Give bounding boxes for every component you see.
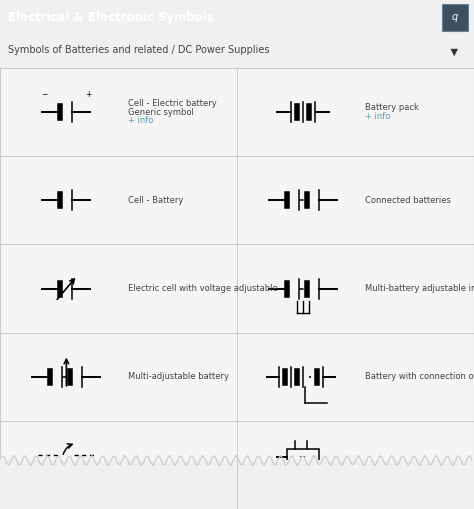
Bar [237,244,474,332]
Text: −: − [41,90,47,99]
Text: Connected batteries: Connected batteries [365,196,451,205]
Text: Multi-battery adjustable in three steps: Multi-battery adjustable in three steps [365,284,474,293]
Text: Cell - Electric battery: Cell - Electric battery [128,99,217,108]
Text: Electric cell with voltage adjustable: Electric cell with voltage adjustable [128,284,278,293]
Bar [0,421,237,509]
Text: Repr  ntation   tery: Repr ntation tery [365,461,445,469]
Bar [0,461,474,509]
Bar [0,156,237,244]
Bar [237,332,474,421]
Text: q: q [452,13,458,22]
Bar [0,68,237,156]
Text: Indication Overvoltage: Indication Overvoltage [128,461,224,469]
Text: Battery with connection of mobile voltage: Battery with connection of mobile voltag… [365,372,474,381]
Text: Electrical & Electronic Symbols: Electrical & Electronic Symbols [8,11,214,24]
Bar [237,156,474,244]
Bar [287,449,319,465]
Text: Battery pack: Battery pack [365,103,419,112]
Text: + info: + info [365,112,391,121]
Bar [442,4,468,31]
Text: +: + [85,90,91,99]
Text: + info: + info [128,116,154,125]
Text: Multi-adjustable battery: Multi-adjustable battery [128,372,229,381]
Bar [0,332,237,421]
Bar [237,421,474,509]
Text: −: − [298,453,305,461]
Text: Generic symbol: Generic symbol [128,107,194,117]
Bar [237,68,474,156]
Text: Symbols of Batteries and related / DC Power Supplies: Symbols of Batteries and related / DC Po… [8,45,270,55]
Text: ▲: ▲ [450,46,458,56]
Text: Cell - Battery: Cell - Battery [128,196,183,205]
Bar [0,244,237,332]
